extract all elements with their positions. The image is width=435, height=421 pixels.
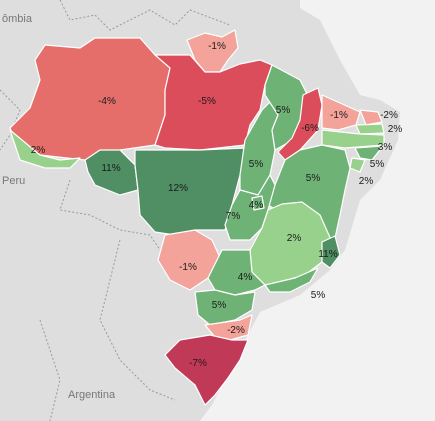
label-ms: -1% <box>179 262 197 273</box>
label-rr: -1% <box>208 41 226 52</box>
label-rn: -2% <box>380 110 398 121</box>
value-labels: -1% -4% -5% 2% 11% 12% 5% -6% -1% -2% 2%… <box>31 41 403 369</box>
label-pr: 5% <box>212 300 227 311</box>
state-alagoas[interactable] <box>354 145 384 161</box>
state-paraiba[interactable] <box>355 123 385 135</box>
state-sao-paulo[interactable] <box>207 249 266 296</box>
label-ma: 5% <box>276 105 291 116</box>
state-amazonas[interactable] <box>9 37 186 161</box>
label-am: -4% <box>98 96 116 107</box>
label-rs: -7% <box>189 358 207 369</box>
country-label-argentina: Argentina <box>68 389 116 401</box>
state-para[interactable] <box>154 54 273 151</box>
label-es: 11% <box>318 249 337 260</box>
state-acre[interactable] <box>9 129 81 169</box>
label-al: 5% <box>370 159 385 170</box>
label-ac: 2% <box>31 145 46 156</box>
country-border <box>39 319 61 421</box>
label-pa: -5% <box>198 96 216 107</box>
label-ce: -1% <box>330 110 348 121</box>
label-ba: 5% <box>306 173 321 184</box>
label-pb: 2% <box>388 124 403 135</box>
country-border <box>59 179 161 251</box>
state-distrito-federal[interactable] <box>251 195 265 211</box>
country-label-colombia: ômbia <box>2 13 33 25</box>
label-rj: 5% <box>311 290 326 301</box>
label-mg: 2% <box>287 233 302 244</box>
label-to: 5% <box>249 159 264 170</box>
country-border <box>99 239 176 401</box>
state-rio-grande-do-sul[interactable] <box>164 334 249 406</box>
label-sp: 4% <box>238 272 253 283</box>
label-pi: -6% <box>301 123 319 134</box>
label-mt: 12% <box>168 183 188 194</box>
states-layer <box>9 29 385 406</box>
country-border <box>59 0 231 31</box>
state-rio-de-janeiro[interactable] <box>264 267 319 293</box>
state-rio-grande-do-norte[interactable] <box>359 109 383 126</box>
label-df: 4% <box>249 200 264 211</box>
state-parana[interactable] <box>194 289 256 326</box>
label-ro: 11% <box>101 163 120 174</box>
label-sc: -2% <box>227 325 245 336</box>
label-go: 7% <box>226 211 241 222</box>
state-sergipe[interactable] <box>349 157 366 173</box>
state-espirito-santo[interactable] <box>321 235 341 269</box>
label-se: 2% <box>359 176 374 187</box>
label-pe: 3% <box>378 142 393 153</box>
country-label-peru: Peru <box>2 175 25 187</box>
